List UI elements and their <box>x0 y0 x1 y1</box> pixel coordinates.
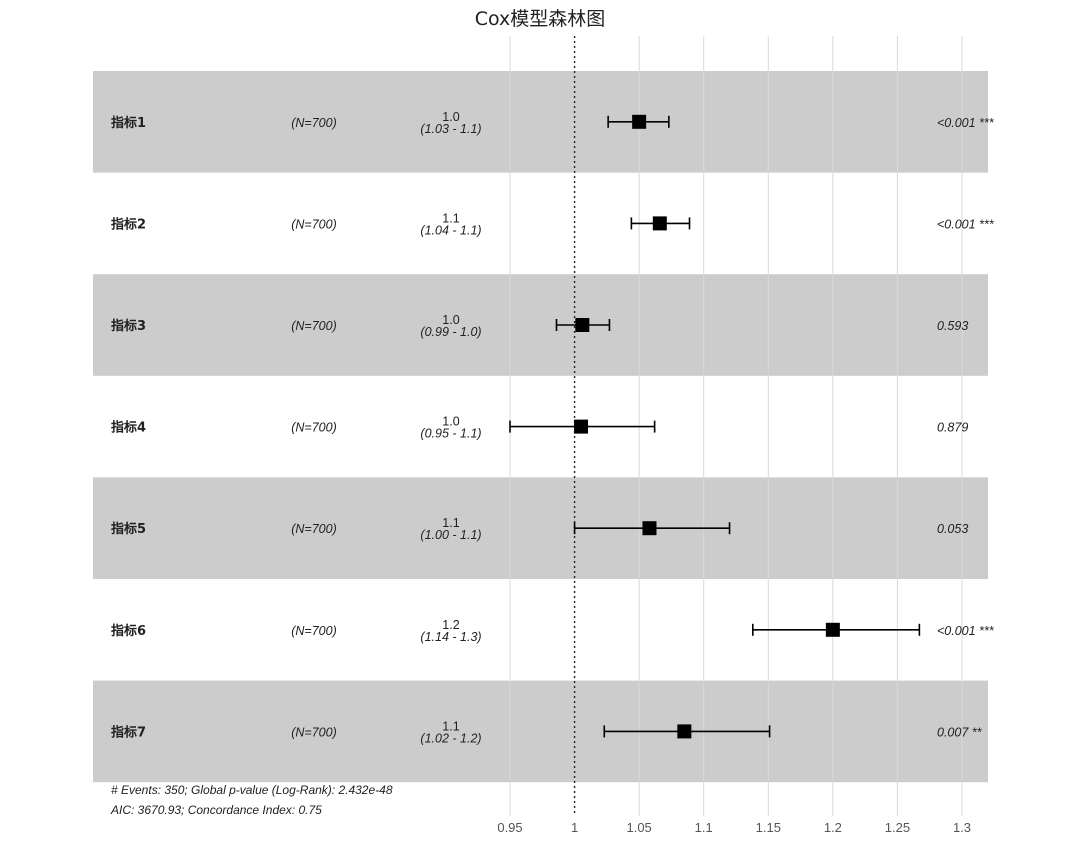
hr-label: 1.1 <box>442 719 459 733</box>
p-value-label: 0.007 ** <box>937 725 983 739</box>
n-label: (N=700) <box>291 522 337 536</box>
hr-point <box>642 521 657 536</box>
forest-row: 指标2 (N=700) 1.1(1.04 - 1.1) <0.001 *** <box>111 211 995 237</box>
variable-label: 指标1 <box>111 115 146 131</box>
x-tick-label: 0.95 <box>497 820 522 835</box>
variable-label: 指标4 <box>111 420 146 436</box>
n-label: (N=700) <box>291 116 337 130</box>
forest-row: 指标7 (N=700) 1.1(1.02 - 1.2) 0.007 ** <box>111 719 983 745</box>
x-tick-label: 1.2 <box>824 820 842 835</box>
row-band <box>93 477 988 579</box>
hr-label: 1.2 <box>442 618 459 632</box>
x-tick-label: 1.1 <box>695 820 713 835</box>
row-bands <box>93 71 988 783</box>
hr-point <box>825 622 840 637</box>
ci-label: (0.95 - 1.1) <box>420 427 481 441</box>
forest-row: 指标5 (N=700) 1.1(1.00 - 1.1) 0.053 <box>111 516 968 542</box>
hr-label: 1.1 <box>442 211 459 225</box>
rows: 指标1 (N=700) 1.0(1.03 - 1.1) <0.001 ***指标2 (N… <box>111 110 995 746</box>
x-tick-label: 1.25 <box>885 820 910 835</box>
p-value-label: <0.001 *** <box>937 217 995 231</box>
n-label: (N=700) <box>291 725 337 739</box>
row-band <box>93 71 988 173</box>
p-value-label: 0.593 <box>937 319 968 333</box>
hr-label: 1.0 <box>442 415 459 429</box>
hr-point <box>677 724 692 739</box>
p-value-label: <0.001 *** <box>937 624 995 638</box>
variable-label: 指标5 <box>111 521 146 537</box>
ci-label: (1.00 - 1.1) <box>420 528 481 542</box>
hr-point <box>652 216 667 231</box>
variable-label: 指标7 <box>111 724 146 740</box>
hr-point <box>574 419 589 434</box>
n-label: (N=700) <box>291 421 337 435</box>
variable-label: 指标2 <box>111 216 146 232</box>
x-tick-label: 1.15 <box>756 820 781 835</box>
forest-row: 指标6 (N=700) 1.2(1.14 - 1.3) <0.001 *** <box>111 618 995 644</box>
p-value-label: <0.001 *** <box>937 116 995 130</box>
variable-label: 指标6 <box>111 623 146 639</box>
x-tick-label: 1.05 <box>626 820 651 835</box>
hr-label: 1.1 <box>442 516 459 530</box>
x-tick-label: 1 <box>571 820 578 835</box>
n-label: (N=700) <box>291 319 337 333</box>
ci-label: (0.99 - 1.0) <box>420 325 481 339</box>
ci-label: (1.04 - 1.1) <box>420 223 481 237</box>
forest-row: 指标1 (N=700) 1.0(1.03 - 1.1) <0.001 *** <box>111 110 995 136</box>
x-tick-label: 1.3 <box>953 820 971 835</box>
hr-point <box>575 318 590 332</box>
gridlines <box>509 36 963 816</box>
footer-aic: AIC: 3670.93; Concordance Index: 0.75 <box>111 803 322 817</box>
hr-label: 1.0 <box>442 110 459 124</box>
row-band <box>93 274 988 376</box>
chart-title: Cox模型森林图 <box>474 8 606 30</box>
hr-point <box>632 114 647 129</box>
ci-label: (1.03 - 1.1) <box>420 122 481 136</box>
forest-row: 指标3 (N=700) 1.0(0.99 - 1.0) 0.593 <box>111 313 968 339</box>
n-label: (N=700) <box>291 624 337 638</box>
hr-label: 1.0 <box>442 313 459 327</box>
p-value-label: 0.879 <box>937 421 968 435</box>
p-value-label: 0.053 <box>937 522 968 536</box>
n-label: (N=700) <box>291 217 337 231</box>
forest-row: 指标4 (N=700) 1.0(0.95 - 1.1) 0.879 <box>111 415 968 441</box>
footer-events: # Events: 350; Global p-value (Log-Rank)… <box>111 783 393 797</box>
x-axis-ticks: 0.95 1 1.05 1.1 1.15 1.2 1.25 1.3 <box>497 820 971 835</box>
ci-label: (1.14 - 1.3) <box>420 630 481 644</box>
row-band <box>93 680 988 783</box>
ci-label: (1.02 - 1.2) <box>420 731 481 745</box>
variable-label: 指标3 <box>111 318 146 334</box>
